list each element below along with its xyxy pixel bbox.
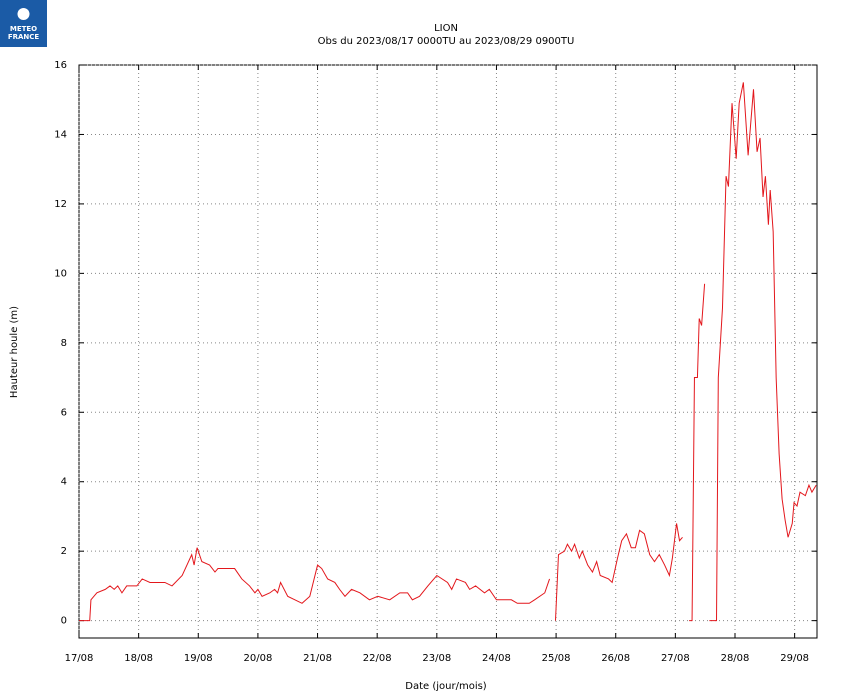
chart-title: LION [434,23,458,34]
x-tick-label: 29/08 [780,653,809,664]
x-tick-label: 21/08 [303,653,332,664]
x-tick-label: 24/08 [482,653,511,664]
y-tick-label: 2 [61,546,67,557]
plot-frame [78,64,818,639]
x-tick-label: 25/08 [542,653,571,664]
y-tick-label: 14 [54,129,67,140]
x-tick-label: 27/08 [661,653,690,664]
y-tick-label: 8 [61,338,67,349]
y-tick-label: 4 [61,477,67,488]
data-line [79,82,817,622]
logo-icon [17,8,30,20]
y-tick-label: 16 [54,60,67,71]
x-tick-label: 20/08 [243,653,272,664]
y-tick-label: 12 [54,199,67,210]
x-tick-label: 17/08 [65,653,94,664]
x-axis-label: Date (jour/mois) [405,681,487,692]
x-tick-label: 23/08 [422,653,451,664]
x-tick-label: 18/08 [124,653,153,664]
x-tick-label: 28/08 [721,653,750,664]
x-tick-label: 19/08 [184,653,213,664]
logo-text: FRANCE [8,33,40,41]
y-tick-label: 0 [61,616,67,627]
y-tick-label: 6 [61,407,67,418]
chart-subtitle: Obs du 2023/08/17 0000TU au 2023/08/29 0… [318,36,575,47]
x-tick-label: 22/08 [363,653,392,664]
y-axis-label: Hauteur houle (m) [9,306,20,398]
y-tick-label: 10 [54,268,67,279]
x-tick-label: 26/08 [601,653,630,664]
logo-text: METEO [10,25,37,33]
logo [0,0,47,47]
